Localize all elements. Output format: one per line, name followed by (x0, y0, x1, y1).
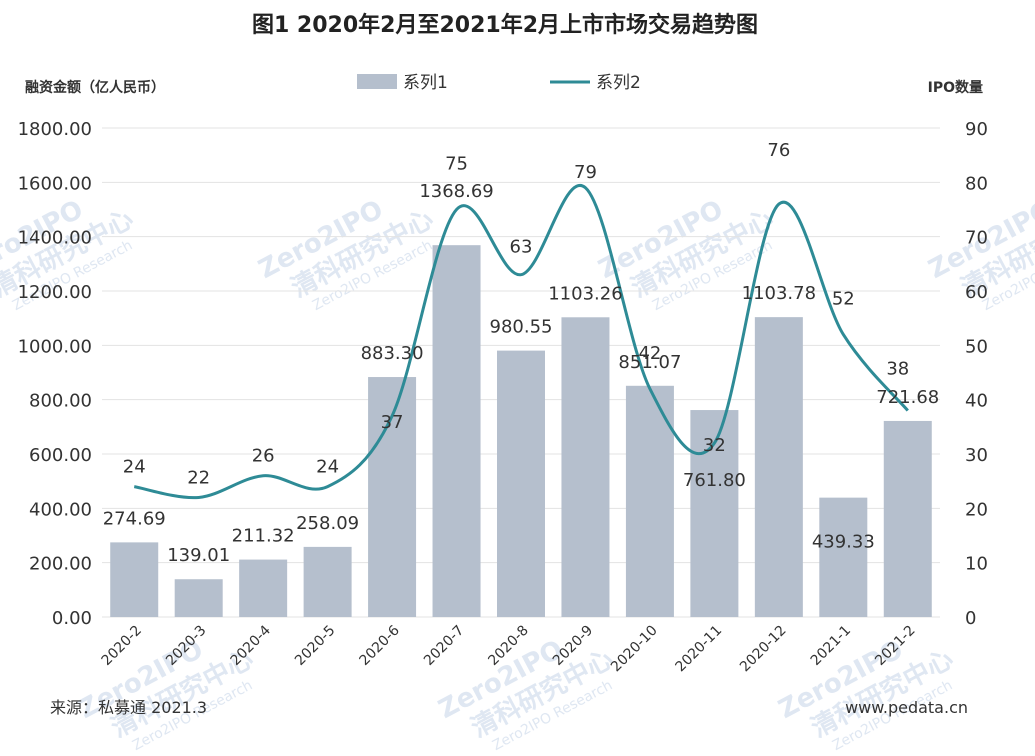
line-data-label: 42 (638, 343, 661, 364)
bar-data-label: 274.69 (103, 508, 166, 529)
bar-data-label: 721.68 (876, 387, 939, 408)
x-tick-label: 2020-11 (673, 623, 726, 676)
bar (625, 385, 674, 617)
series2-line (133, 183, 909, 500)
bar (754, 317, 803, 617)
line-data-label: 63 (510, 237, 533, 258)
bar-data-label: 211.32 (232, 526, 295, 547)
left-tick-label: 1200.00 (18, 282, 92, 303)
chart-title: 图1 2020年2月至2021年2月上市市场交易趋势图 (252, 12, 758, 38)
bar-data-label: 851.07 (618, 352, 681, 373)
left-axis-title: 融资金额（亿人民币） (25, 79, 165, 96)
right-tick-label: 40 (965, 391, 988, 412)
right-tick-label: 10 (965, 554, 988, 575)
legend: 系列1 系列2 (357, 73, 641, 93)
bar-data-label: 439.33 (812, 532, 875, 553)
line-data-label: 22 (187, 467, 210, 488)
right-axis-ticks: 0 10 20 30 40 50 60 70 80 90 (965, 119, 988, 629)
line-data-label: 52 (832, 288, 855, 309)
line-data-label: 26 (252, 446, 275, 467)
right-tick-label: 20 (965, 499, 988, 520)
line-data-labels: 24 22 26 24 37 75 63 79 42 32 76 52 38 (123, 140, 909, 488)
bar (432, 245, 481, 617)
left-tick-label: 400.00 (29, 499, 92, 520)
left-tick-label: 1800.00 (18, 119, 92, 140)
x-tick-label: 2020-2 (99, 623, 145, 669)
bar (239, 559, 288, 617)
right-tick-label: 70 (965, 228, 988, 249)
x-tick-label: 2020-5 (292, 623, 338, 669)
right-tick-label: 60 (965, 282, 988, 303)
bar-series (110, 245, 932, 617)
bar (883, 420, 932, 617)
right-tick-label: 30 (965, 445, 988, 466)
line-data-label: 79 (574, 162, 597, 183)
x-tick-label: 2020-12 (737, 623, 790, 676)
x-tick-label: 2020-7 (421, 623, 467, 669)
line-data-label: 75 (445, 154, 468, 175)
line-data-label: 37 (381, 412, 404, 433)
left-tick-label: 800.00 (29, 391, 92, 412)
x-tick-label: 2020-10 (608, 623, 661, 676)
bar-data-label: 1103.26 (548, 283, 622, 304)
right-axis-title: IPO数量 (928, 79, 983, 96)
website-link[interactable]: www.pedata.cn (845, 698, 968, 717)
right-tick-label: 90 (965, 119, 988, 140)
line-data-label: 24 (316, 457, 339, 478)
legend-series1-label: 系列1 (403, 73, 448, 93)
bar (110, 542, 159, 617)
legend-series2-label: 系列2 (596, 73, 641, 93)
left-tick-label: 1000.00 (18, 336, 92, 357)
bar-data-label: 761.80 (683, 470, 746, 491)
bar (561, 317, 610, 617)
x-tick-label: 2020-6 (357, 622, 403, 668)
bar (819, 497, 868, 617)
line-data-label: 24 (123, 457, 146, 478)
bar (497, 350, 545, 617)
bar-data-label: 1103.78 (742, 283, 816, 304)
left-axis-ticks: 0.00 200.00 400.00 600.00 800.00 1000.00 1200.… (18, 119, 92, 629)
legend-bar-swatch (357, 74, 397, 89)
bar-data-label: 980.55 (490, 317, 553, 338)
source-note: 来源：私募通 2021.3 (50, 698, 207, 717)
bar-data-label: 258.09 (296, 513, 359, 534)
right-tick-label: 50 (965, 336, 988, 357)
right-tick-label: 0 (965, 608, 976, 629)
line-data-label: 32 (703, 435, 726, 456)
left-tick-label: 1600.00 (18, 173, 92, 194)
right-tick-label: 80 (965, 173, 988, 194)
bar-data-label: 883.30 (361, 343, 424, 364)
line-data-label: 76 (767, 140, 790, 161)
bar (174, 579, 223, 617)
left-tick-label: 600.00 (29, 445, 92, 466)
bar-data-label: 139.01 (167, 545, 230, 566)
left-tick-label: 1400.00 (18, 228, 92, 249)
bar (303, 546, 352, 617)
left-tick-label: 0.00 (52, 608, 92, 629)
line-series (133, 183, 909, 500)
left-tick-label: 200.00 (29, 554, 92, 575)
bar-data-label: 1368.69 (419, 181, 493, 202)
line-data-label: 38 (886, 359, 909, 380)
